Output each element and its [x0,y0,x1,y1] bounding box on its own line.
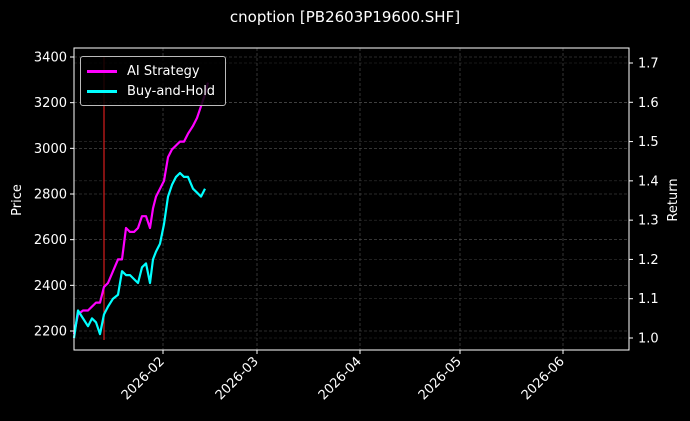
chart-title: cnoption [PB2603P19600.SHF] [229,8,461,26]
plot-frame [73,47,630,351]
y2-axis-label: Return [666,178,681,221]
legend: AI Strategy Buy-and-Hold [80,56,226,106]
y-tick-label: 3000 [34,142,67,157]
legend-label: AI Strategy [127,63,200,79]
legend-swatch-buy-and-hold [87,89,117,93]
legend-swatch-ai-strategy [87,69,117,73]
x-tick-label: 2026-06 [519,354,568,403]
y2-tick-label: 1.4 [638,174,659,189]
series-line-buy-and-hold [72,171,206,339]
y-axis-label: Price [10,184,25,216]
y2-tick-label: 1.6 [638,96,659,111]
y-tick-label: 3200 [34,96,67,111]
y-tick-label: 2200 [34,325,67,340]
x-tick-label: 2026-03 [213,354,262,403]
y-tick-label: 2600 [34,233,67,248]
legend-item-buy-and-hold: Buy-and-Hold [87,82,215,100]
x-tick-label: 2026-02 [119,354,168,403]
series-line-ai-strategy [72,82,210,335]
y2-tick-label: 1.3 [638,214,659,229]
legend-label: Buy-and-Hold [127,83,216,99]
y-tick-label: 2800 [34,188,67,203]
y2-tick-label: 1.1 [638,292,659,307]
y-tick-label: 3400 [34,51,67,66]
y2-tick-label: 1.2 [638,253,659,268]
x-tick-label: 2026-04 [316,354,365,403]
y2-tick-label: 1.7 [638,57,659,72]
y-tick-label: 2400 [34,279,67,294]
y2-tick-label: 1.0 [638,332,659,347]
legend-item-ai-strategy: AI Strategy [87,62,200,80]
y2-tick-label: 1.5 [638,135,659,150]
x-tick-label: 2026-05 [416,354,465,403]
